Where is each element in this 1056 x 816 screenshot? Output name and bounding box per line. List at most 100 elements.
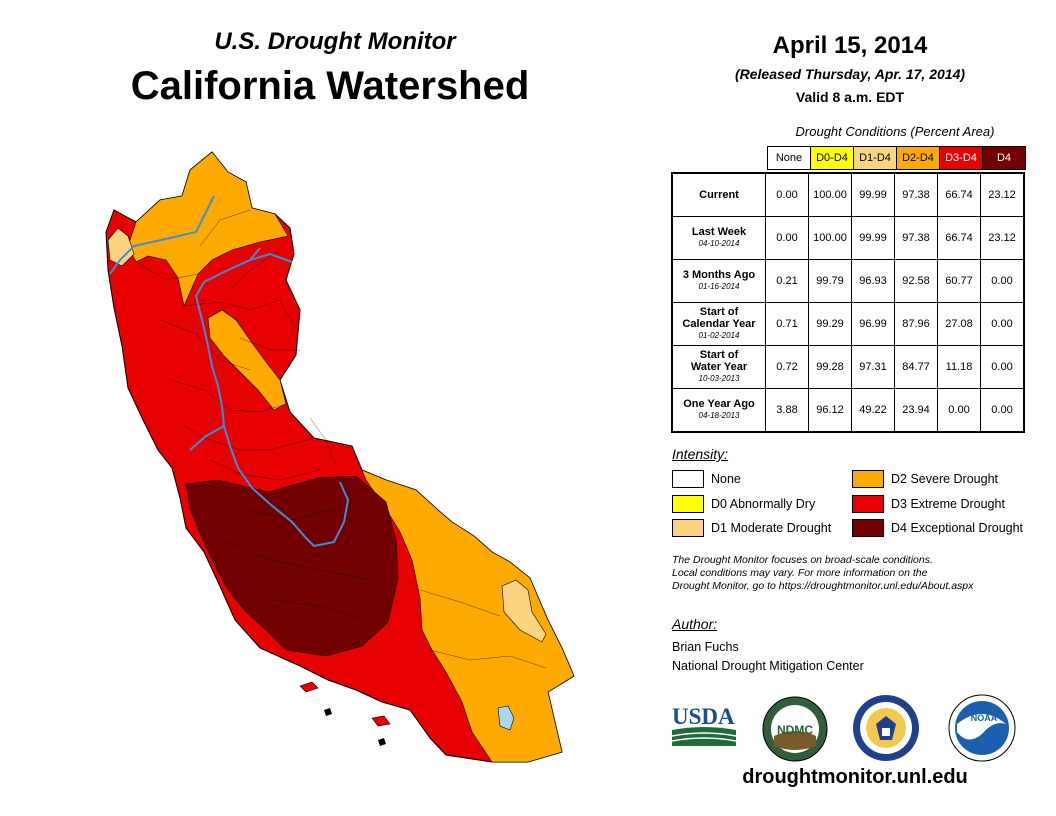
row-label-text: Water Year — [690, 361, 748, 373]
table-cell: 0.72 — [765, 345, 809, 389]
table-row: One Year Ago 04-18-2013 3.88 96.12 49.22 … — [671, 388, 1025, 433]
legend-item-d4: D4 Exceptional Drought — [852, 519, 1023, 537]
table-cell: 99.99 — [851, 172, 895, 217]
row-label: 3 Months Ago 01-16-2014 — [671, 259, 766, 303]
note-line: Local conditions may vary. For more info… — [672, 567, 928, 579]
table-cell: 97.31 — [851, 345, 895, 389]
column-header-d4: D4 — [982, 146, 1026, 170]
map-title: California Watershed — [130, 64, 530, 108]
table-cell: 92.58 — [894, 259, 938, 303]
legend-label: D3 Extreme Drought — [891, 497, 1005, 511]
author-org: National Drought Mitigation Center — [672, 659, 864, 673]
legend-swatch — [852, 470, 884, 488]
lake-shape — [497, 705, 515, 731]
table-cell: 100.00 — [808, 172, 852, 217]
legend-swatch — [672, 519, 704, 537]
table-cell: 23.12 — [980, 172, 1025, 217]
table-cell: 3.88 — [765, 388, 809, 433]
map-date: April 15, 2014 — [772, 32, 928, 59]
table-row: Start of Calendar Year 01-02-2014 0.71 99.… — [671, 302, 1025, 346]
table-cell: 96.99 — [851, 302, 895, 346]
legend-label: D1 Moderate Drought — [711, 521, 832, 535]
legend-item-d3: D3 Extreme Drought — [852, 495, 1005, 513]
row-label-text: 3 Months Ago — [682, 269, 756, 281]
table-header: None D0-D4 D1-D4 D2-D4 D3-D4 D4 — [767, 146, 1026, 170]
column-header-none: None — [767, 146, 811, 170]
ndmc-logo-text: NDMC — [777, 723, 813, 737]
column-header-d3-d4: D3-D4 — [939, 146, 983, 170]
valid-time: Valid 8 a.m. EDT — [795, 89, 905, 105]
table-cell: 49.22 — [851, 388, 895, 433]
legend-label: None — [711, 472, 741, 486]
table-cell: 0.00 — [980, 388, 1025, 433]
table-cell: 0.00 — [980, 302, 1025, 346]
row-label-text: Calendar Year — [682, 318, 756, 330]
table-cell: 87.96 — [894, 302, 938, 346]
usda-logo-text: USDA — [672, 704, 735, 729]
author-name: Brian Fuchs — [672, 640, 739, 654]
column-header-d0-d4: D0-D4 — [810, 146, 854, 170]
column-header-d1-d4: D1-D4 — [853, 146, 897, 170]
ndmc-logo: NDMC — [762, 696, 828, 762]
row-label: Current — [671, 172, 766, 217]
legend-swatch — [852, 495, 884, 513]
table-cell: 0.00 — [980, 259, 1025, 303]
table-cell: 99.28 — [808, 345, 852, 389]
table-cell: 99.79 — [808, 259, 852, 303]
table-title: Drought Conditions (Percent Area) — [795, 124, 995, 139]
island-shape — [299, 681, 319, 693]
row-label-text: Start of — [699, 349, 739, 361]
row-label-text: One Year Ago — [683, 398, 755, 410]
legend-item-d2: D2 Severe Drought — [852, 470, 998, 488]
table-cell: 100.00 — [808, 216, 852, 260]
column-header-d2-d4: D2-D4 — [896, 146, 940, 170]
row-date: 01-16-2014 — [698, 282, 740, 291]
table-row: Start of Water Year 10-03-2013 0.72 99.28 … — [671, 345, 1025, 389]
table-cell: 99.29 — [808, 302, 852, 346]
watershed-region-d2-east — [351, 445, 575, 763]
commerce-seal-logo — [853, 695, 919, 761]
row-date: 04-18-2013 — [698, 411, 740, 420]
row-date: 01-02-2014 — [698, 331, 740, 340]
watershed-region-d4 — [185, 475, 399, 657]
legend-swatch — [672, 495, 704, 513]
table-cell: 11.18 — [937, 345, 981, 389]
release-date: (Released Thursday, Apr. 17, 2014) — [734, 66, 966, 82]
table-cell: 96.12 — [808, 388, 852, 433]
watershed-map — [105, 151, 575, 763]
table-cell: 0.00 — [765, 216, 809, 260]
author-block: Brian Fuchs National Drought Mitigation … — [672, 638, 864, 676]
table-cell: 0.00 — [937, 388, 981, 433]
table-cell: 97.38 — [894, 172, 938, 217]
row-label: Start of Water Year 10-03-2013 — [671, 345, 766, 389]
legend-item-d1: D1 Moderate Drought — [672, 519, 831, 537]
note-line: The Drought Monitor focuses on broad-sca… — [672, 554, 933, 566]
row-date: 10-03-2013 — [698, 374, 740, 383]
row-label: One Year Ago 04-18-2013 — [671, 388, 766, 433]
row-label-text: Current — [699, 189, 739, 201]
table-row: Last Week 04-10-2014 0.00 100.00 99.99 97… — [671, 216, 1025, 260]
legend-title: Intensity: — [672, 446, 729, 462]
table-row: 3 Months Ago 01-16-2014 0.21 99.79 96.93 … — [671, 259, 1025, 303]
island-shape — [371, 715, 391, 727]
noaa-logo-text: NOAA — [971, 713, 998, 723]
table-cell: 27.08 — [937, 302, 981, 346]
legend-label: D0 Abnormally Dry — [711, 497, 816, 511]
table-cell: 23.94 — [894, 388, 938, 433]
legend-swatch — [672, 470, 704, 488]
author-heading: Author: — [672, 616, 718, 632]
usda-logo: USDA — [671, 704, 737, 746]
legend-label: D2 Severe Drought — [891, 472, 999, 486]
table-cell: 0.71 — [765, 302, 809, 346]
watershed-region-d1-northwest — [107, 227, 135, 267]
table-cell: 97.38 — [894, 216, 938, 260]
footer-url[interactable]: droughtmonitor.unl.edu — [742, 766, 968, 788]
note-line: Drought Monitor, go to https://droughtmo… — [672, 580, 974, 592]
table-cell: 96.93 — [851, 259, 895, 303]
disclaimer-note: The Drought Monitor focuses on broad-sca… — [672, 554, 1042, 593]
island-shape — [378, 738, 386, 746]
map-subtitle: U.S. Drought Monitor — [214, 28, 456, 55]
subbasin-boundaries — [135, 209, 547, 669]
row-label-text: Last Week — [691, 226, 747, 238]
table-cell: 0.00 — [980, 345, 1025, 389]
